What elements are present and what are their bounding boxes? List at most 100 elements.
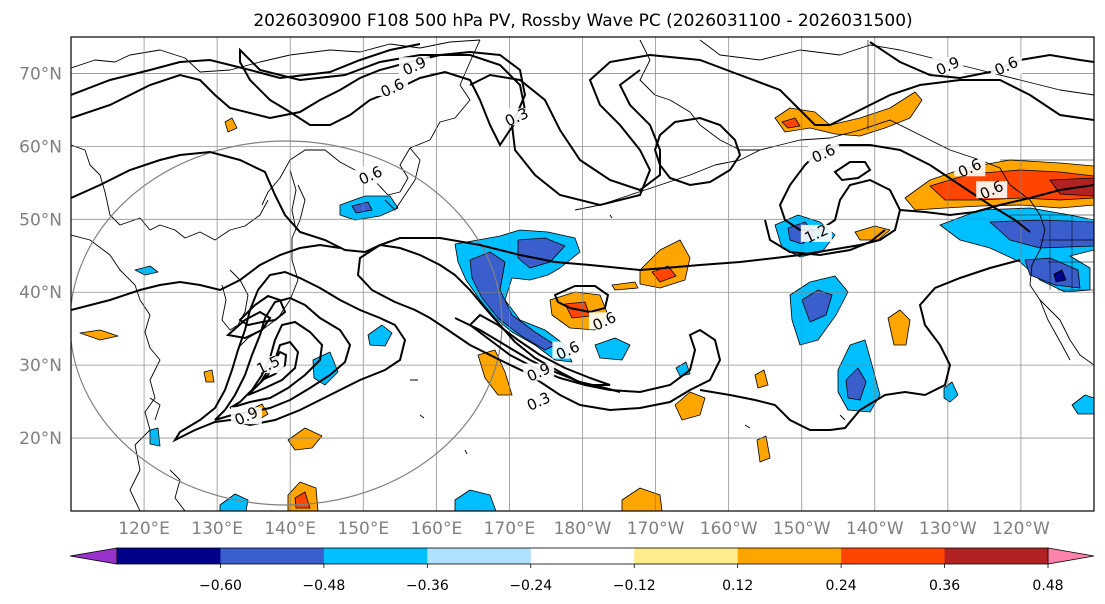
contour-japan-0.6 (172, 270, 407, 443)
coast-sakhalin (289, 169, 297, 231)
colorbar-segment (634, 548, 739, 564)
pos-anomaly-small-e (224, 117, 238, 133)
contour-label-bg (252, 356, 284, 374)
neg-anomaly-small-6 (1071, 394, 1094, 415)
coast-china (71, 234, 161, 511)
contour-label: 0.6 (377, 75, 409, 101)
neg-anomaly-north-america-min (1053, 269, 1067, 283)
colorbar-tick-label: −0.24 (509, 578, 552, 594)
pos-anomaly-bering-core (781, 117, 801, 129)
contour-label: 0.9 (230, 403, 262, 429)
colorbar: −0.60 −0.48 −0.36 −0.24 −0.12 0.12 0.24 0.36 0.4… (69, 547, 1095, 594)
colorbar-segment (117, 548, 221, 564)
contour-label-bg (398, 57, 430, 75)
pos-anomaly-south-3 (287, 427, 323, 451)
contour-japan-north-loops (225, 294, 287, 340)
pos-anomaly-south-1 (621, 487, 663, 511)
contour-label-bg (808, 144, 840, 162)
coast-asia-west (71, 144, 269, 241)
lon-tick-label: 150°E (337, 519, 389, 539)
lon-tick-label: 160°E (411, 519, 463, 539)
lon-tick-label: 130°W (919, 519, 977, 539)
coastlines (71, 39, 1094, 511)
lon-tick-label: 140°E (264, 519, 316, 539)
colorbar-tick-label: 0.48 (1032, 578, 1063, 594)
contour-label-bg (501, 108, 533, 126)
colorbar-segment (427, 548, 532, 564)
contour-gulf-alaska (764, 219, 886, 257)
contour-west-asia (71, 150, 641, 271)
contour-south-0.6 (553, 285, 610, 314)
neg-anomaly-subtropical-east-core (845, 367, 867, 401)
neg-anomaly-small-1 (594, 337, 631, 361)
contour-label-bg (954, 159, 986, 177)
pos-anomaly-canada-max (1049, 177, 1094, 197)
contour-arctic-east (869, 41, 1094, 80)
contour-label-bg (588, 312, 620, 330)
contour-polar-loop (239, 47, 527, 147)
pos-anomaly-small-d (756, 435, 771, 463)
neg-anomaly-small-7 (134, 265, 159, 276)
contour-label-bg (976, 181, 1008, 199)
coast-siberia-east (387, 39, 481, 196)
colorbar-segment (220, 548, 325, 564)
islands (410, 214, 846, 455)
chart-title: 2026030900 F108 500 hPa PV, Rossby Wave … (253, 11, 912, 31)
contour-bering-loop (653, 116, 742, 187)
contour-label-bg (523, 363, 555, 381)
lon-tick-label: 150°W (773, 519, 831, 539)
neg-anomaly-small-3 (367, 324, 393, 347)
colorbar-tick-label: 0.36 (929, 578, 960, 594)
contour-west-asia-2 (71, 243, 341, 311)
colorbar-segment (944, 548, 1049, 564)
colorbar-tick-label: −0.60 (199, 578, 242, 594)
pos-anomaly-subtropic-3 (887, 309, 911, 346)
colorbar-segment (323, 548, 428, 564)
pos-anomaly-small-b (854, 225, 891, 241)
map-frame (70, 36, 1095, 512)
lat-tick-label: 30°N (19, 356, 62, 376)
contour-label-bg (377, 79, 409, 97)
colorbar-segment (841, 548, 946, 564)
pos-anomaly-small-west (79, 329, 119, 341)
lat-tick-label: 20°N (19, 429, 62, 449)
lat-tick-label: 60°N (19, 137, 62, 157)
contour-label-bg (932, 57, 964, 75)
colorbar-tick-label: −0.36 (406, 578, 449, 594)
pv-contours (71, 41, 1094, 443)
contour-east-upper (899, 184, 1094, 217)
contour-east-pacific-inner (833, 161, 872, 182)
lon-tick-label: 160°W (700, 519, 758, 539)
lat-tick-label: 40°N (19, 283, 62, 303)
lon-tick-label: 130°E (191, 519, 243, 539)
border-states (1049, 215, 1094, 290)
pos-anomaly-subtropic-2 (674, 391, 706, 421)
lon-tick-label: 170°W (627, 519, 685, 539)
lon-tick-label: 120°W (992, 519, 1050, 539)
neg-anomaly-small-5 (219, 493, 249, 511)
neg-anomaly-north-america-core (989, 219, 1094, 249)
contour-subtropic-trough (699, 259, 1021, 431)
pos-anomaly-small-a (611, 281, 639, 291)
pos-anomaly-bering (774, 91, 923, 137)
contour-labels: 0.60.90.30.60.61.20.60.9 0.60.60.60.60.90… (230, 53, 1022, 429)
lon-tick-label: 140°W (846, 519, 904, 539)
coast-taiwan-phil (149, 397, 186, 511)
coast-kamchatka (384, 147, 421, 211)
map-area: 0.60.90.30.60.61.20.60.9 0.60.60.60.60.90… (71, 37, 1094, 511)
contour-0.3-north (469, 69, 661, 192)
coast-arctic-ne (699, 39, 1094, 96)
lat-tick-label: 50°N (19, 210, 62, 230)
neg-anomaly-kamchatka-core (351, 201, 373, 214)
pos-anomaly-subtropic (477, 349, 513, 396)
colorbar-segment (737, 548, 842, 564)
contour-label: 1.2 (800, 221, 832, 247)
contour-east-pacific-loop (639, 144, 1031, 271)
contour-japan-1.2 (229, 320, 324, 409)
contour-label: 0.9 (932, 53, 964, 79)
lon-tick-label: 180°W (554, 519, 612, 539)
region-circle (71, 140, 503, 506)
contour-north-0.6 (71, 50, 1094, 207)
colorbar-tick-label: 0.12 (722, 578, 753, 594)
